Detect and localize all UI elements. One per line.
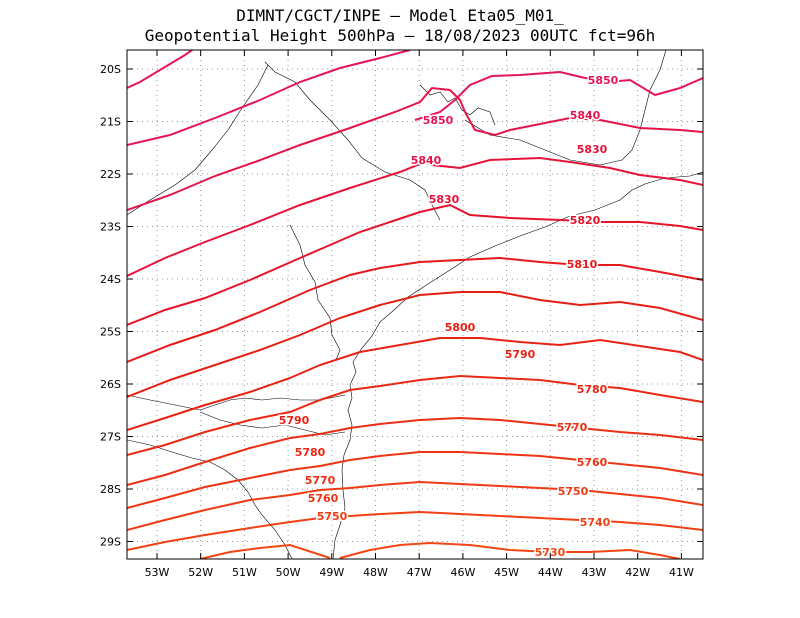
x-tick-label: 42W (625, 566, 650, 579)
contour-label-5760: 5760 (577, 456, 608, 469)
x-tick-label: 45W (494, 566, 519, 579)
y-tick-label: 25S (100, 326, 121, 339)
y-tick-label: 22S (100, 168, 121, 181)
x-tick-label: 52W (188, 566, 213, 579)
state-border-mg-rj (464, 50, 667, 166)
x-tick-label: 46W (450, 566, 475, 579)
axis-tick-labels: 53W 52W 51W 50W 49W 48W 47W 46W 45W 44W 43W 42W 41W 2… (100, 63, 694, 579)
contour-label-5780: 5780 (577, 383, 608, 396)
map-title-line-1: DIMNT/CGCT/INPE – Model Eta05_M01_ (236, 6, 564, 25)
border-paraguay (289, 224, 341, 361)
contour-5750 (127, 480, 703, 531)
y-tick-label: 28S (100, 483, 121, 496)
contour-label-5840: 5840 (411, 154, 442, 167)
contour-label-5780: 5780 (295, 446, 326, 459)
contour-label-5770: 5770 (557, 421, 588, 434)
y-tick-label: 26S (100, 378, 121, 391)
contour-label-5830: 5830 (429, 193, 460, 206)
contour-5810 (127, 256, 703, 363)
contour-label-5760: 5760 (308, 492, 339, 505)
y-tick-label: 29S (100, 536, 121, 549)
contour-label-5790: 5790 (279, 414, 310, 427)
coastline (332, 171, 703, 559)
contour-5780 (127, 374, 703, 456)
y-tick-label: 24S (100, 273, 121, 286)
contour-5730 (199, 543, 331, 559)
x-tick-label: 49W (319, 566, 344, 579)
contour-label-5830: 5830 (577, 143, 608, 156)
y-tick-label: 23S (100, 221, 121, 234)
contour-label-5770: 5770 (305, 474, 336, 487)
contour-labels: 5850 5850 5840 5840 5830 5830 5820 5810 5800 5790… (277, 73, 620, 561)
x-tick-label: 50W (276, 566, 301, 579)
contour-label-5790: 5790 (505, 348, 536, 361)
x-tick-label: 51W (232, 566, 257, 579)
contour-label-5850: 5850 (588, 74, 619, 87)
contour-5840 (127, 86, 703, 211)
x-tick-label: 44W (538, 566, 563, 579)
contour-label-5730: 5730 (535, 546, 566, 559)
contour-label-5840: 5840 (570, 109, 601, 122)
contour-label-5740: 5740 (580, 516, 611, 529)
contour-5800 (127, 291, 703, 398)
contour-5850 (127, 50, 411, 146)
y-tick-label: 21S (100, 116, 121, 129)
contour-5790 (127, 337, 703, 431)
y-tick-label: 27S (100, 431, 121, 444)
geopotential-contours (127, 50, 703, 559)
x-tick-label: 48W (363, 566, 388, 579)
contour-5850 (414, 70, 703, 121)
contour-5730 (339, 541, 681, 559)
contour-5740 (127, 510, 703, 551)
contour-label-5810: 5810 (567, 258, 598, 271)
contour-label-5850: 5850 (423, 114, 454, 127)
state-border-pr-sc (127, 394, 346, 411)
contour-5820 (127, 203, 703, 326)
contour-5770 (127, 416, 703, 486)
x-tick-label: 41W (669, 566, 694, 579)
contour-5850 (127, 50, 194, 89)
state-border-sp-mg (264, 61, 441, 221)
contour-label-5800: 5800 (445, 321, 476, 334)
contour-label-5750: 5750 (317, 510, 348, 523)
map-title-line-2: Geopotential Height 500hPa – 18/08/2023 … (144, 26, 656, 45)
reservoir-feature (419, 84, 496, 126)
y-tick-label: 20S (100, 63, 121, 76)
x-tick-label: 43W (582, 566, 607, 579)
contour-label-5750: 5750 (558, 485, 589, 498)
map-frame (126, 49, 704, 560)
state-border-ms-pr (127, 64, 269, 216)
axis-ticks (127, 50, 703, 559)
x-tick-label: 47W (407, 566, 432, 579)
contour-5830 (127, 156, 703, 277)
contour-5760 (127, 451, 703, 509)
contour-label-5820: 5820 (570, 214, 601, 227)
x-tick-label: 53W (145, 566, 170, 579)
